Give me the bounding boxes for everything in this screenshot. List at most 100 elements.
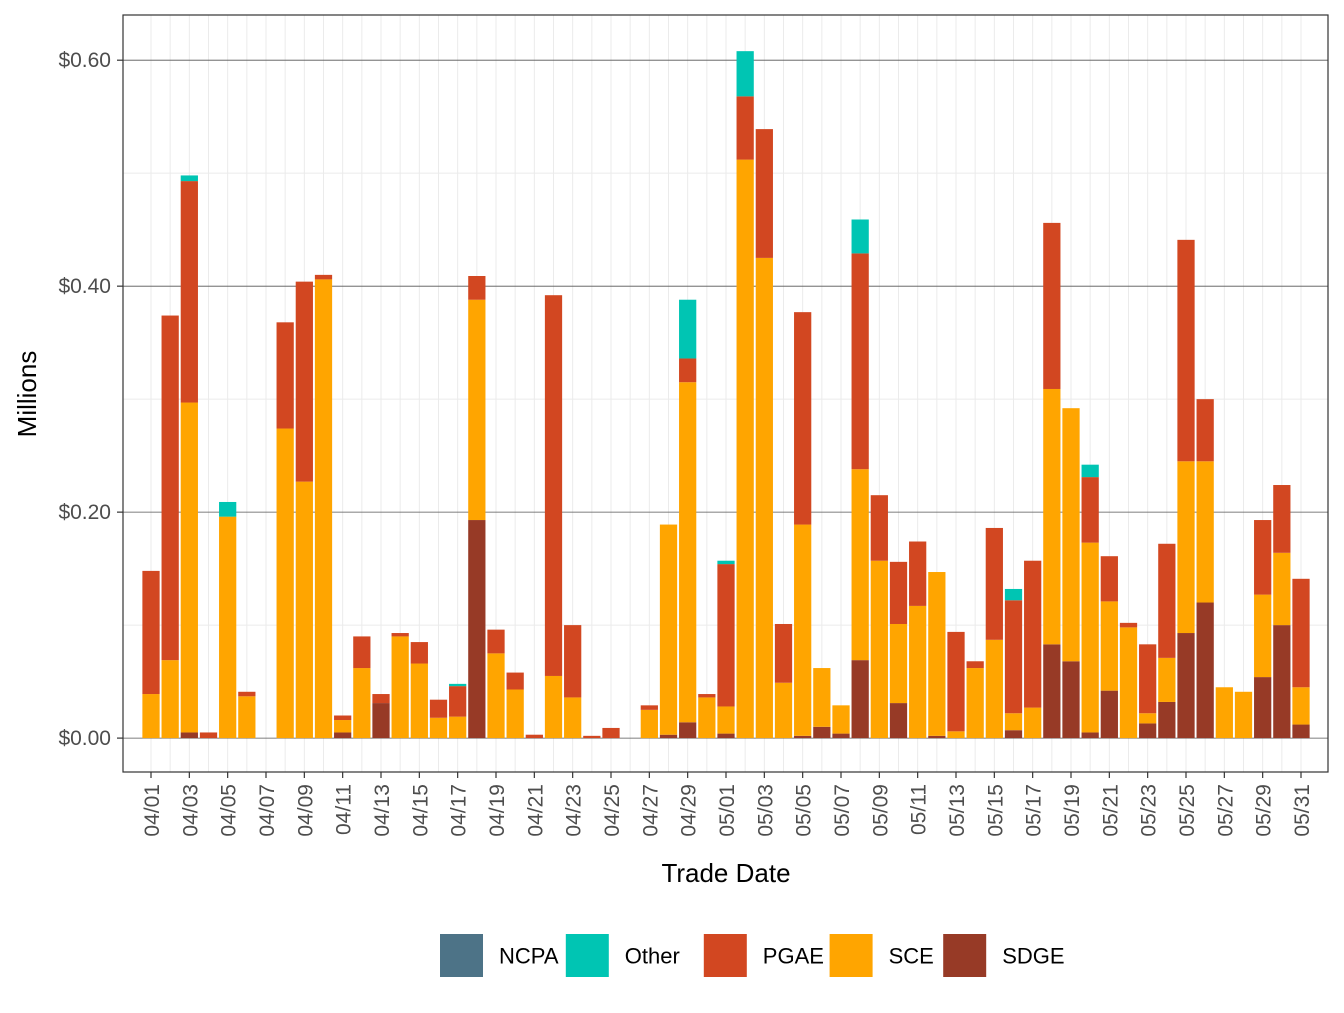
x-tick-label: 05/13	[946, 784, 969, 837]
legend-key-sdge	[943, 934, 987, 977]
y-axis-title: Millions	[12, 351, 42, 438]
bar-pgae-04-13	[372, 694, 390, 704]
bar-sdge-05-01	[717, 733, 735, 739]
x-tick-label: 05/03	[754, 784, 777, 837]
y-axis: $0.00 $0.20 $0.40 $0.60	[58, 49, 123, 750]
bar-pgae-04-03	[180, 181, 198, 403]
bar-sce-05-10	[889, 623, 908, 704]
legend-label-ncpa: NCPA	[499, 944, 559, 969]
bar-other-05-16	[1004, 588, 1023, 601]
bar-sce-05-16	[1004, 713, 1023, 731]
bar-sdge-05-16	[1004, 730, 1023, 739]
x-tick-label: 04/07	[256, 784, 279, 837]
x-axis: 04/01 04/03 04/05 04/07 04/09 04/11 04/13 04/15…	[141, 772, 1314, 837]
bar-sdge-05-23	[1139, 723, 1157, 739]
bar-sce-04-01	[142, 694, 160, 739]
x-tick-label: 05/05	[793, 784, 816, 837]
bar-pgae-04-27	[640, 705, 658, 710]
x-tick-label: 04/25	[601, 784, 624, 837]
bar-pgae-05-30	[1273, 485, 1291, 553]
bar-other-04-17	[449, 683, 467, 687]
bar-pgae-04-11	[334, 715, 352, 721]
x-tick-label: 04/17	[448, 784, 471, 837]
bar-sce-04-29	[679, 382, 697, 723]
bar-other-05-08	[851, 219, 869, 254]
x-tick-label: 04/13	[371, 784, 394, 837]
bar-sce-05-30	[1273, 552, 1291, 626]
bar-pgae-05-14	[966, 661, 984, 669]
legend-key-pgae	[703, 934, 747, 977]
bar-pgae-05-26	[1196, 399, 1214, 462]
bar-sce-04-18	[468, 299, 486, 521]
x-tick-label: 05/21	[1099, 784, 1122, 837]
bar-pgae-05-18	[1043, 222, 1061, 389]
bar-sdge-05-18	[1043, 644, 1061, 739]
bar-sce-05-27	[1215, 687, 1233, 739]
bar-sce-05-04	[774, 682, 793, 739]
bar-sce-05-26	[1196, 461, 1214, 603]
legend-label-pgae: PGAE	[763, 944, 824, 969]
bar-sce-04-14	[391, 636, 409, 739]
x-tick-label: 05/27	[1214, 784, 1237, 837]
bar-other-04-29	[679, 299, 697, 359]
bar-pgae-05-29	[1254, 520, 1272, 595]
bar-sce-05-05	[794, 524, 812, 736]
x-tick-label: 05/07	[831, 784, 854, 837]
bar-pgae-04-22	[544, 295, 563, 676]
bar-sce-04-02	[161, 660, 179, 739]
bars-layer	[142, 51, 1310, 739]
bar-pgae-05-01	[717, 564, 735, 707]
bar-sce-05-09	[870, 560, 888, 739]
bar-sce-04-20	[506, 689, 524, 739]
bar-pgae-04-19	[487, 629, 505, 654]
bar-pgae-05-04	[774, 623, 793, 683]
bar-pgae-05-03	[755, 129, 773, 258]
x-tick-label: 04/09	[294, 784, 317, 837]
bar-pgae-04-09	[295, 281, 313, 482]
bar-pgae-04-18	[468, 276, 486, 300]
bar-sdge-05-26	[1196, 602, 1214, 739]
bar-sce-04-17	[449, 716, 467, 739]
x-tick-label: 04/29	[678, 784, 701, 837]
bar-sdge-05-30	[1273, 625, 1291, 739]
bar-sce-05-02	[736, 159, 754, 739]
x-tick-label: 04/01	[141, 784, 164, 837]
bar-pgae-04-17	[449, 686, 467, 717]
x-axis-title: Trade Date	[661, 858, 790, 888]
bar-sce-04-19	[487, 653, 505, 739]
bar-sdge-04-13	[372, 703, 390, 739]
bar-sdge-05-07	[832, 733, 850, 739]
x-tick-label: 05/17	[1023, 784, 1046, 837]
bar-sce-04-11	[334, 720, 352, 733]
bar-sdge-05-12	[928, 735, 946, 739]
bar-pgae-05-02	[736, 96, 754, 160]
bar-sce-05-01	[717, 706, 735, 734]
bar-pgae-05-25	[1177, 239, 1195, 462]
bar-pgae-05-15	[985, 527, 1003, 640]
bar-sce-04-09	[295, 481, 313, 739]
x-tick-label: 04/27	[639, 784, 662, 837]
bar-pgae-04-01	[142, 570, 160, 695]
bar-sce-04-28	[659, 524, 678, 735]
bar-pgae-05-24	[1158, 543, 1176, 658]
bar-sce-05-11	[909, 605, 927, 739]
x-tick-label: 04/05	[218, 784, 241, 837]
bar-other-05-01	[717, 560, 735, 565]
bar-sce-04-05	[219, 516, 237, 739]
bar-pgae-04-04	[199, 732, 218, 739]
x-tick-label: 04/21	[524, 784, 547, 837]
bar-sce-04-16	[429, 717, 448, 739]
bar-sdge-05-25	[1177, 633, 1195, 739]
bar-pgae-05-17	[1024, 560, 1042, 708]
bar-pgae-05-11	[909, 541, 927, 606]
bar-pgae-04-14	[391, 633, 409, 637]
bar-pgae-04-30	[698, 694, 716, 698]
bar-pgae-05-23	[1139, 644, 1157, 714]
bar-sce-05-08	[851, 469, 869, 661]
bar-sce-05-12	[928, 572, 946, 736]
bar-sdge-05-06	[813, 726, 831, 739]
bar-sce-05-13	[947, 731, 965, 739]
x-tick-label: 04/23	[563, 784, 586, 837]
